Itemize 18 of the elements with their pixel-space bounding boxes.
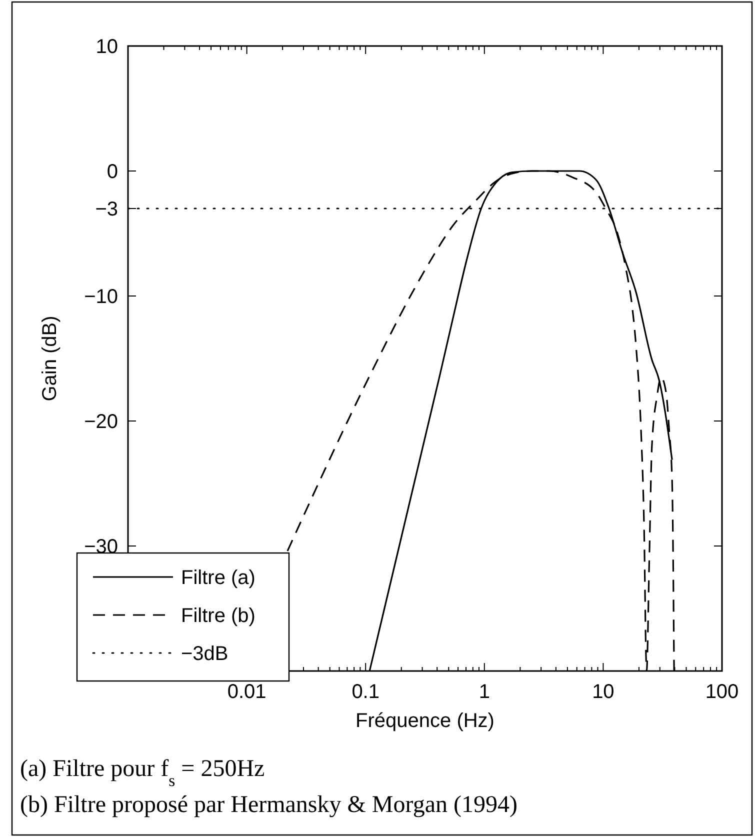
legend-label: Filtre (a) xyxy=(181,567,256,589)
legend-label: Filtre (b) xyxy=(181,605,256,627)
x-axis-title: Fréquence (Hz) xyxy=(356,710,494,732)
y-axis-title: Gain (dB) xyxy=(39,316,61,402)
y-tick-label: 10 xyxy=(96,36,118,58)
y-tick-label: −20 xyxy=(84,411,118,433)
y-tick-label: −30 xyxy=(84,536,118,558)
y-tick-label: −10 xyxy=(84,286,118,308)
text: (a) Filtre pour f$_{s}$ = 250Hz xyxy=(20,756,265,790)
x-tick-label: 100 xyxy=(705,681,739,703)
x-tick-label: 0.1 xyxy=(352,681,380,703)
y-tick-label: −3 xyxy=(95,198,118,220)
y-tick-label: 0 xyxy=(106,161,118,183)
text: (b) Filtre proposé par Hermansky & Morgan (1994) xyxy=(20,792,518,818)
x-tick-label: 1 xyxy=(478,681,490,703)
x-tick-label: 10 xyxy=(592,681,614,703)
legend-label: −3dB xyxy=(181,643,228,665)
x-tick-label: 0.01 xyxy=(227,681,266,703)
